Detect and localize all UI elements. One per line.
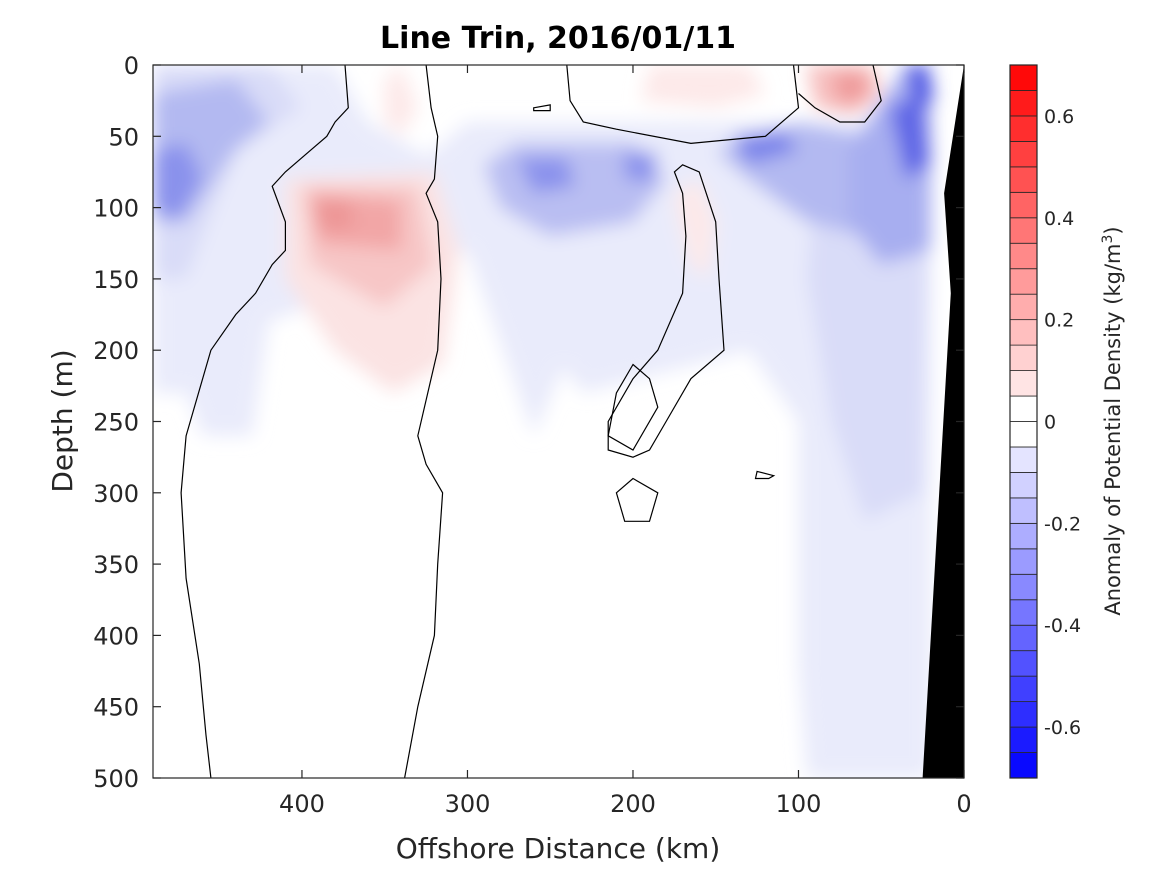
colorbar-band [1009,726,1038,753]
colorbar-tick-label: 0.2 [1044,310,1074,332]
colorbar-band [1009,701,1038,728]
x-tick-label: 200 [610,790,656,818]
colorbar-band [1009,319,1038,346]
y-tick-label: 500 [93,765,139,793]
colorbar-tick-label: -0.6 [1044,717,1081,739]
y-tick-label: 0 [124,52,139,80]
anomaly-region-17 [315,200,352,229]
colorbar-band [1009,191,1038,219]
colorbar-band [1009,650,1038,677]
zero-contour-lines [180,65,882,778]
colorbar-band [1009,675,1038,703]
colorbar-band [1009,624,1038,652]
anomaly-field [153,65,935,778]
y-tick-label: 150 [93,266,139,294]
x-tick-label: 100 [776,790,822,818]
colorbar-band [1009,446,1038,473]
colorbar-tick-label: -0.2 [1044,513,1081,535]
y-tick-label: 100 [93,195,139,223]
y-tick-label: 450 [93,694,139,722]
anomaly-blobs [153,65,935,778]
colorbar-band [1009,548,1038,575]
colorbar-band [1009,752,1038,779]
colorbar-band [1009,344,1038,371]
colorbar-band [1009,140,1038,168]
colorbar-band [1009,166,1038,193]
zero-contour-4 [607,363,659,451]
colorbar-band [1009,573,1038,601]
seafloor-wedge [922,65,964,778]
zero-contour-2 [566,65,800,145]
colorbar-band [1009,242,1038,270]
colorbar-band [1009,217,1038,244]
x-axis-ticks: 400 300 200 100 0 [279,65,972,818]
colorbar: 0.6 0.4 0.2 0 -0.2 -0.4 -0.6 [1009,64,1081,779]
anomaly-region-22 [831,72,868,105]
chart-title: Line Trin, 2016/01/11 [380,21,736,56]
colorbar-band [1009,421,1038,448]
colorbar-band [1009,64,1038,91]
colorbar-band [1009,599,1038,626]
x-tick-label: 400 [279,790,325,818]
x-tick-label: 300 [445,790,491,818]
anomaly-region-10 [624,150,658,182]
colorbar-band [1009,472,1038,499]
colorbar-band [1009,370,1038,397]
anomaly-region-9 [517,157,576,194]
y-tick-label: 250 [93,409,139,437]
y-tick-label: 200 [93,337,139,365]
y-axis-label: Depth (m) [46,349,79,492]
y-tick-label: 400 [93,622,139,650]
zero-contour-6 [607,164,725,458]
colorbar-tick-label: -0.4 [1044,615,1081,637]
anomaly-region-12 [889,93,931,180]
colorbar-band [1009,115,1038,142]
y-tick-label: 350 [93,551,139,579]
zero-contour-7 [754,470,776,480]
colorbar-tick-label: 0.4 [1044,208,1074,230]
anomaly-region-18 [674,179,716,279]
colorbar-tick-label: 0.6 [1044,106,1074,128]
anomaly-region-20 [384,65,418,137]
anomaly-region-13 [906,65,935,108]
y-axis-ticks: 0 50 100 150 200 250 300 350 400 450 500 [93,52,964,793]
zero-contour-1 [404,65,444,778]
x-tick-label: 0 [956,790,971,818]
colorbar-band [1009,268,1038,295]
colorbar-band [1009,395,1038,422]
zero-contour-8 [533,104,551,112]
colorbar-band [1009,497,1038,524]
y-tick-label: 50 [108,123,139,151]
colorbar-band [1009,522,1038,550]
colorbar-frame [1009,64,1038,779]
y-tick-label: 300 [93,480,139,508]
anomaly-region-8 [153,143,203,222]
anomaly-region-19 [641,65,766,108]
zero-contour-3 [798,65,882,123]
zero-contour-0 [180,65,349,778]
colorbar-label: Anomaly of Potential Density (kg/m3) [1100,226,1125,615]
colorbar-band [1009,293,1038,321]
colorbar-tick-label: 0 [1044,412,1056,434]
x-axis-label: Offshore Distance (km) [396,832,721,865]
zero-contour-5 [615,477,659,522]
colorbar-band [1009,90,1038,117]
seafloor-bathymetry [922,65,964,778]
